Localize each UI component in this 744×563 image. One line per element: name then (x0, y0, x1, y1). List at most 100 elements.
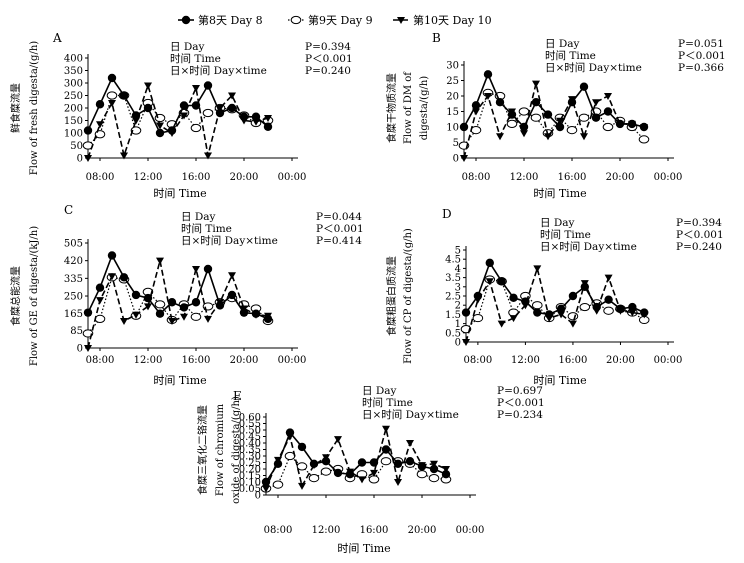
series-line-day10 (465, 265, 645, 343)
y-tick-label: 30 (446, 61, 459, 72)
y-tick-label: 165 (64, 309, 83, 320)
point-day10 (84, 155, 92, 162)
panel-letter: D (442, 207, 452, 221)
y-tick-label: 0.55 (239, 419, 261, 430)
point-day8 (345, 470, 355, 479)
point-day9 (566, 126, 578, 135)
point-day8 (95, 100, 105, 109)
series-line-day10 (87, 260, 269, 349)
x-tick-label: 16:00 (182, 355, 211, 366)
x-tick-label: 00:00 (278, 172, 307, 183)
x-tick-label: 12:00 (511, 355, 540, 366)
point-day10 (497, 320, 506, 328)
point-day8 (405, 457, 415, 466)
point-day10 (264, 115, 272, 122)
stat-p-value: P=0.044 (316, 211, 362, 223)
y-tick-label: 10 (446, 123, 459, 134)
x-tick-label: 00:00 (278, 355, 307, 366)
series-line-day10 (87, 82, 269, 159)
legend-label-day8: 第8天 Day 8 (198, 13, 263, 27)
point-day8 (239, 308, 249, 317)
point-day8 (309, 459, 319, 468)
point-day9 (130, 126, 142, 135)
point-day10 (406, 440, 414, 447)
point-day8 (155, 309, 165, 318)
point-day9 (567, 312, 579, 321)
point-day8 (461, 308, 471, 317)
y-tick-label: 3.5 (445, 273, 461, 284)
stat-label: 日×时间 Day×time (545, 61, 642, 74)
point-day8 (263, 122, 273, 131)
point-day10 (604, 93, 612, 100)
point-day10 (108, 100, 116, 107)
y-tick-label: 150 (64, 116, 83, 127)
stat-label: 时间 Time (540, 228, 591, 241)
y-tick-label: 0 (77, 154, 83, 165)
y-axis-label: Flow of GE of digesta/(kJ/h) (29, 226, 40, 366)
point-day8 (556, 304, 566, 314)
series-line-day10 (463, 83, 645, 159)
y-tick-label: 200 (64, 104, 83, 115)
series-line-day8 (265, 431, 447, 483)
x-axis-label: 时间 Time (533, 187, 586, 200)
point-day8 (131, 111, 141, 120)
point-day8 (429, 464, 439, 474)
point-day10 (96, 297, 104, 305)
y-tick-label: 0 (77, 344, 83, 355)
series-line-day8 (465, 261, 645, 316)
point-day10 (462, 339, 470, 346)
y-tick-label: 15 (446, 107, 459, 118)
point-day10 (192, 265, 200, 273)
y-axis-label: Flow of DM of (403, 71, 414, 144)
panel-letter: A (52, 31, 62, 45)
stat-label: 日×时间 Day×time (181, 234, 278, 247)
point-day10 (120, 152, 128, 160)
y-axis-label: 食糜总能流量 (9, 266, 22, 326)
point-day8 (459, 122, 469, 132)
point-day9 (380, 457, 392, 466)
point-day10 (485, 278, 494, 286)
point-day10 (358, 476, 366, 484)
point-day9 (638, 135, 650, 144)
y-tick-label: 0.5 (445, 328, 461, 339)
point-day8 (509, 293, 518, 303)
y-tick-label: 0.20 (239, 465, 261, 476)
point-day8 (544, 310, 554, 319)
stat-p-value: P=0.394 (305, 41, 351, 53)
point-day10 (520, 130, 528, 138)
point-day8 (261, 477, 271, 487)
point-day10 (496, 133, 504, 141)
point-day8 (531, 98, 541, 107)
point-day10 (192, 85, 200, 92)
point-day8 (568, 291, 578, 301)
point-day8 (297, 442, 307, 452)
stat-p-value: P=0.240 (676, 241, 722, 253)
stat-label: 日×时间 Day×time (540, 240, 637, 253)
y-tick-label: 0 (255, 491, 261, 502)
point-day8 (191, 298, 201, 307)
point-day8 (143, 103, 153, 113)
stat-label: 时间 Time (362, 396, 413, 409)
stat-p-value: P=0.366 (678, 62, 724, 74)
point-day9 (190, 123, 202, 133)
point-day10 (144, 82, 152, 90)
point-day8 (119, 273, 129, 282)
x-tick-label: 20:00 (408, 525, 437, 536)
x-tick-label: 16:00 (558, 172, 587, 183)
point-day8 (579, 82, 589, 91)
stat-label: 时间 Time (545, 49, 596, 62)
series-line-day10 (265, 428, 447, 489)
point-day8 (167, 298, 177, 307)
y-axis-label: oxide of digesta/(g/h) (231, 396, 242, 504)
series-line-day9 (87, 94, 269, 146)
stat-label: 日 Day (170, 41, 205, 53)
stat-label: 日×时间 Day×time (170, 64, 267, 77)
point-day8 (495, 98, 505, 107)
point-day8 (393, 459, 403, 468)
stat-p-value: P＜0.001 (676, 229, 724, 241)
point-day8 (521, 297, 530, 306)
stat-label: 日×时间 Day×time (362, 408, 459, 421)
point-day10 (132, 117, 140, 125)
panel-c: C 0 85 165 250 335 420 505 08:00 12:00 16:00 20:00 0… (9, 203, 364, 387)
point-day8 (143, 293, 153, 303)
